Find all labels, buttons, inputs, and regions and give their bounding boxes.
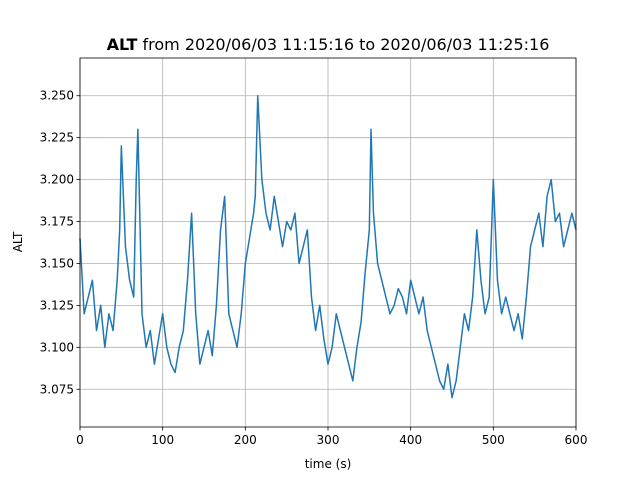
x-axis-label: time (s) (305, 457, 352, 471)
y-axis-ticks: 3.075 3.100 3.125 3.150 3.175 3.200 3.225 3.250 (40, 89, 80, 396)
y-tick-label: 3.250 (40, 89, 74, 103)
y-tick-label: 3.100 (40, 340, 74, 354)
y-tick-label: 3.175 (40, 215, 74, 229)
y-axis-label: ALT (11, 231, 25, 252)
x-tick-label: 500 (482, 433, 505, 447)
x-tick-label: 100 (151, 433, 174, 447)
chart-title: ALT from 2020/06/03 11:15:16 to 2020/06/… (107, 35, 550, 54)
y-tick-label: 3.150 (40, 256, 74, 270)
y-tick-label: 3.125 (40, 298, 74, 312)
series-line (79, 94, 577, 399)
y-tick-label: 3.200 (40, 173, 74, 187)
y-tick-label: 3.225 (40, 131, 74, 145)
x-axis-ticks: 0 100 200 300 400 500 600 (76, 427, 587, 447)
x-tick-label: 200 (234, 433, 257, 447)
x-tick-label: 400 (399, 433, 422, 447)
chart-title-rest: from 2020/06/03 11:15:16 to 2020/06/03 1… (137, 35, 549, 54)
x-tick-label: 600 (565, 433, 588, 447)
y-tick-label: 3.075 (40, 382, 74, 396)
chart-title-bold: ALT (107, 35, 138, 54)
grid-lines (79, 58, 577, 427)
x-tick-label: 0 (76, 433, 84, 447)
x-tick-label: 300 (317, 433, 340, 447)
